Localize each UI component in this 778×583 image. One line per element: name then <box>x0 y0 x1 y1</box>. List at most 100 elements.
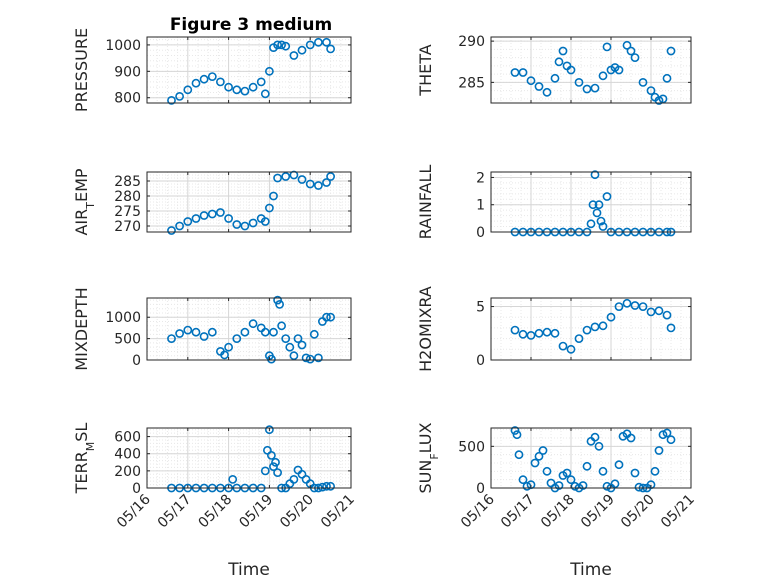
data-point <box>220 350 229 360</box>
data-point <box>264 66 274 76</box>
data-point <box>269 327 278 337</box>
data-point <box>248 319 258 329</box>
data-point <box>305 354 315 364</box>
y-tick-label: 2 <box>476 170 485 186</box>
y-tick-label: 800 <box>114 91 141 107</box>
y-tick-label: 500 <box>114 332 141 348</box>
subplot-6: 0 5 H2OMIXRA <box>416 286 692 372</box>
data-point <box>199 211 209 220</box>
data-point <box>191 78 201 88</box>
data-point <box>260 217 270 226</box>
y-tick-label: 900 <box>114 64 141 80</box>
data-point <box>326 481 335 491</box>
data-point <box>207 209 217 219</box>
data-point <box>297 175 307 184</box>
data-point <box>313 37 323 47</box>
data-point <box>309 329 319 339</box>
data-point <box>175 221 184 231</box>
data-point <box>666 46 676 56</box>
data-point <box>658 430 668 440</box>
data-point <box>534 451 544 461</box>
data-point <box>518 68 528 77</box>
data-point <box>646 307 656 317</box>
data-point <box>562 468 572 478</box>
y-tick-label: 1 <box>476 198 485 214</box>
data-point <box>518 329 528 339</box>
data-point <box>269 191 278 201</box>
y-tick-label: 285 <box>458 75 485 91</box>
data-point <box>592 208 602 218</box>
y-axis-label: TERRMSL <box>72 423 97 495</box>
data-point <box>264 425 274 435</box>
data-point <box>313 181 323 190</box>
y-axis-label: THETA <box>416 44 435 96</box>
data-point <box>606 312 616 322</box>
data-point <box>260 89 270 99</box>
data-point <box>224 214 233 223</box>
data-point <box>273 468 282 477</box>
data-point <box>588 200 598 210</box>
data-point <box>586 219 596 229</box>
data-point <box>297 45 307 55</box>
data-point <box>582 84 592 94</box>
data-point <box>271 457 280 467</box>
y-tick-label: 280 <box>114 189 141 205</box>
data-point <box>281 172 291 181</box>
data-point <box>207 327 217 337</box>
data-point <box>232 334 242 343</box>
data-point <box>273 173 282 183</box>
data-point <box>654 96 664 105</box>
data-point <box>594 441 604 451</box>
y-tick-label: 0 <box>476 481 485 497</box>
data-point <box>554 57 564 67</box>
y-tick-label: 400 <box>114 447 141 463</box>
data-point <box>232 220 242 229</box>
data-point <box>610 479 620 489</box>
data-point <box>574 334 584 343</box>
data-point <box>305 40 315 50</box>
data-point <box>232 85 242 95</box>
data-point <box>550 328 560 338</box>
y-tick-label: 600 <box>114 430 141 446</box>
y-tick-label: 275 <box>114 204 141 220</box>
x-tick-label: 05/16 <box>458 491 498 531</box>
y-tick-label: 500 <box>458 439 485 455</box>
data-point <box>289 170 299 180</box>
data-point <box>191 327 201 337</box>
data-point <box>215 208 225 217</box>
data-point <box>313 353 323 363</box>
data-point <box>558 46 568 56</box>
x-tick-label: 05/18 <box>538 492 578 532</box>
data-point <box>614 460 624 470</box>
data-point <box>240 327 250 337</box>
data-point <box>277 321 286 331</box>
data-point <box>602 192 612 201</box>
data-point <box>662 310 672 320</box>
data-point <box>574 78 584 87</box>
axes-box <box>146 36 352 104</box>
data-point <box>248 82 258 92</box>
data-point <box>183 325 193 335</box>
data-point <box>662 428 672 438</box>
data-point <box>598 222 608 231</box>
data-point <box>326 312 335 322</box>
x-tick-label: 05/17 <box>498 492 538 532</box>
data-point <box>260 466 270 476</box>
data-point <box>626 46 636 56</box>
data-point <box>281 334 291 343</box>
data-point <box>622 298 632 308</box>
data-point <box>630 53 640 62</box>
data-point <box>518 475 528 485</box>
figure-title: Figure 3 medium <box>170 15 332 35</box>
data-point <box>322 178 331 187</box>
data-point <box>512 430 522 440</box>
axes-box <box>490 427 692 489</box>
y-axis-label: PRESSURE <box>72 28 91 112</box>
data-point <box>542 87 552 97</box>
data-point <box>199 332 209 341</box>
y-axis-label: H2OMIXRA <box>416 286 435 372</box>
data-point <box>264 203 274 213</box>
data-point <box>666 435 676 445</box>
